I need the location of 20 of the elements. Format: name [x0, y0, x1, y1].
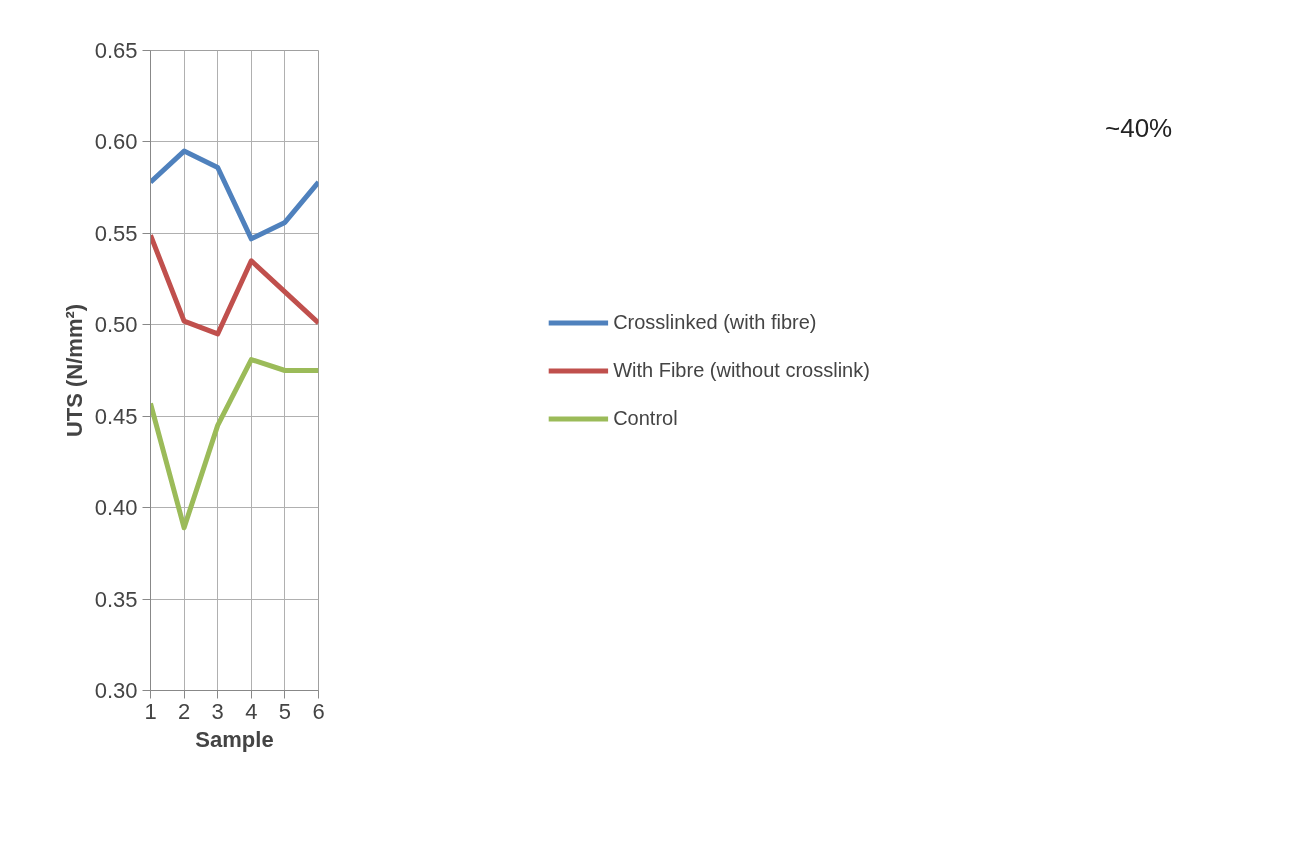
- y-tick-label: 0.65: [94, 38, 138, 63]
- y-tick-label: 0.30: [94, 678, 138, 703]
- y-axis-title: UTS (N/mm²): [61, 303, 87, 438]
- x-axis-title: Sample: [195, 726, 274, 752]
- y-tick-label: 0.50: [94, 312, 138, 338]
- y-tick-label: 0.40: [94, 495, 138, 521]
- y-tick-label: 0.45: [94, 403, 138, 429]
- x-tick-label: 6: [312, 698, 325, 724]
- y-tick-label: 0.35: [94, 586, 138, 612]
- y-tick-label: 0.55: [94, 220, 138, 246]
- legend-label: With Fibre (without crosslink): [613, 358, 870, 382]
- x-tick-label: 5: [278, 698, 292, 724]
- x-tick-label: 1: [144, 698, 157, 724]
- y-tick-label: 0.60: [94, 129, 138, 155]
- text: ~40%: [1105, 112, 1173, 145]
- x-tick-label: 2: [177, 698, 191, 724]
- x-tick-label: 3: [211, 698, 224, 724]
- x-tick-label: 4: [245, 698, 258, 724]
- legend-label: Control: [613, 406, 678, 430]
- legend-label: Crosslinked (with fibre): [613, 310, 817, 334]
